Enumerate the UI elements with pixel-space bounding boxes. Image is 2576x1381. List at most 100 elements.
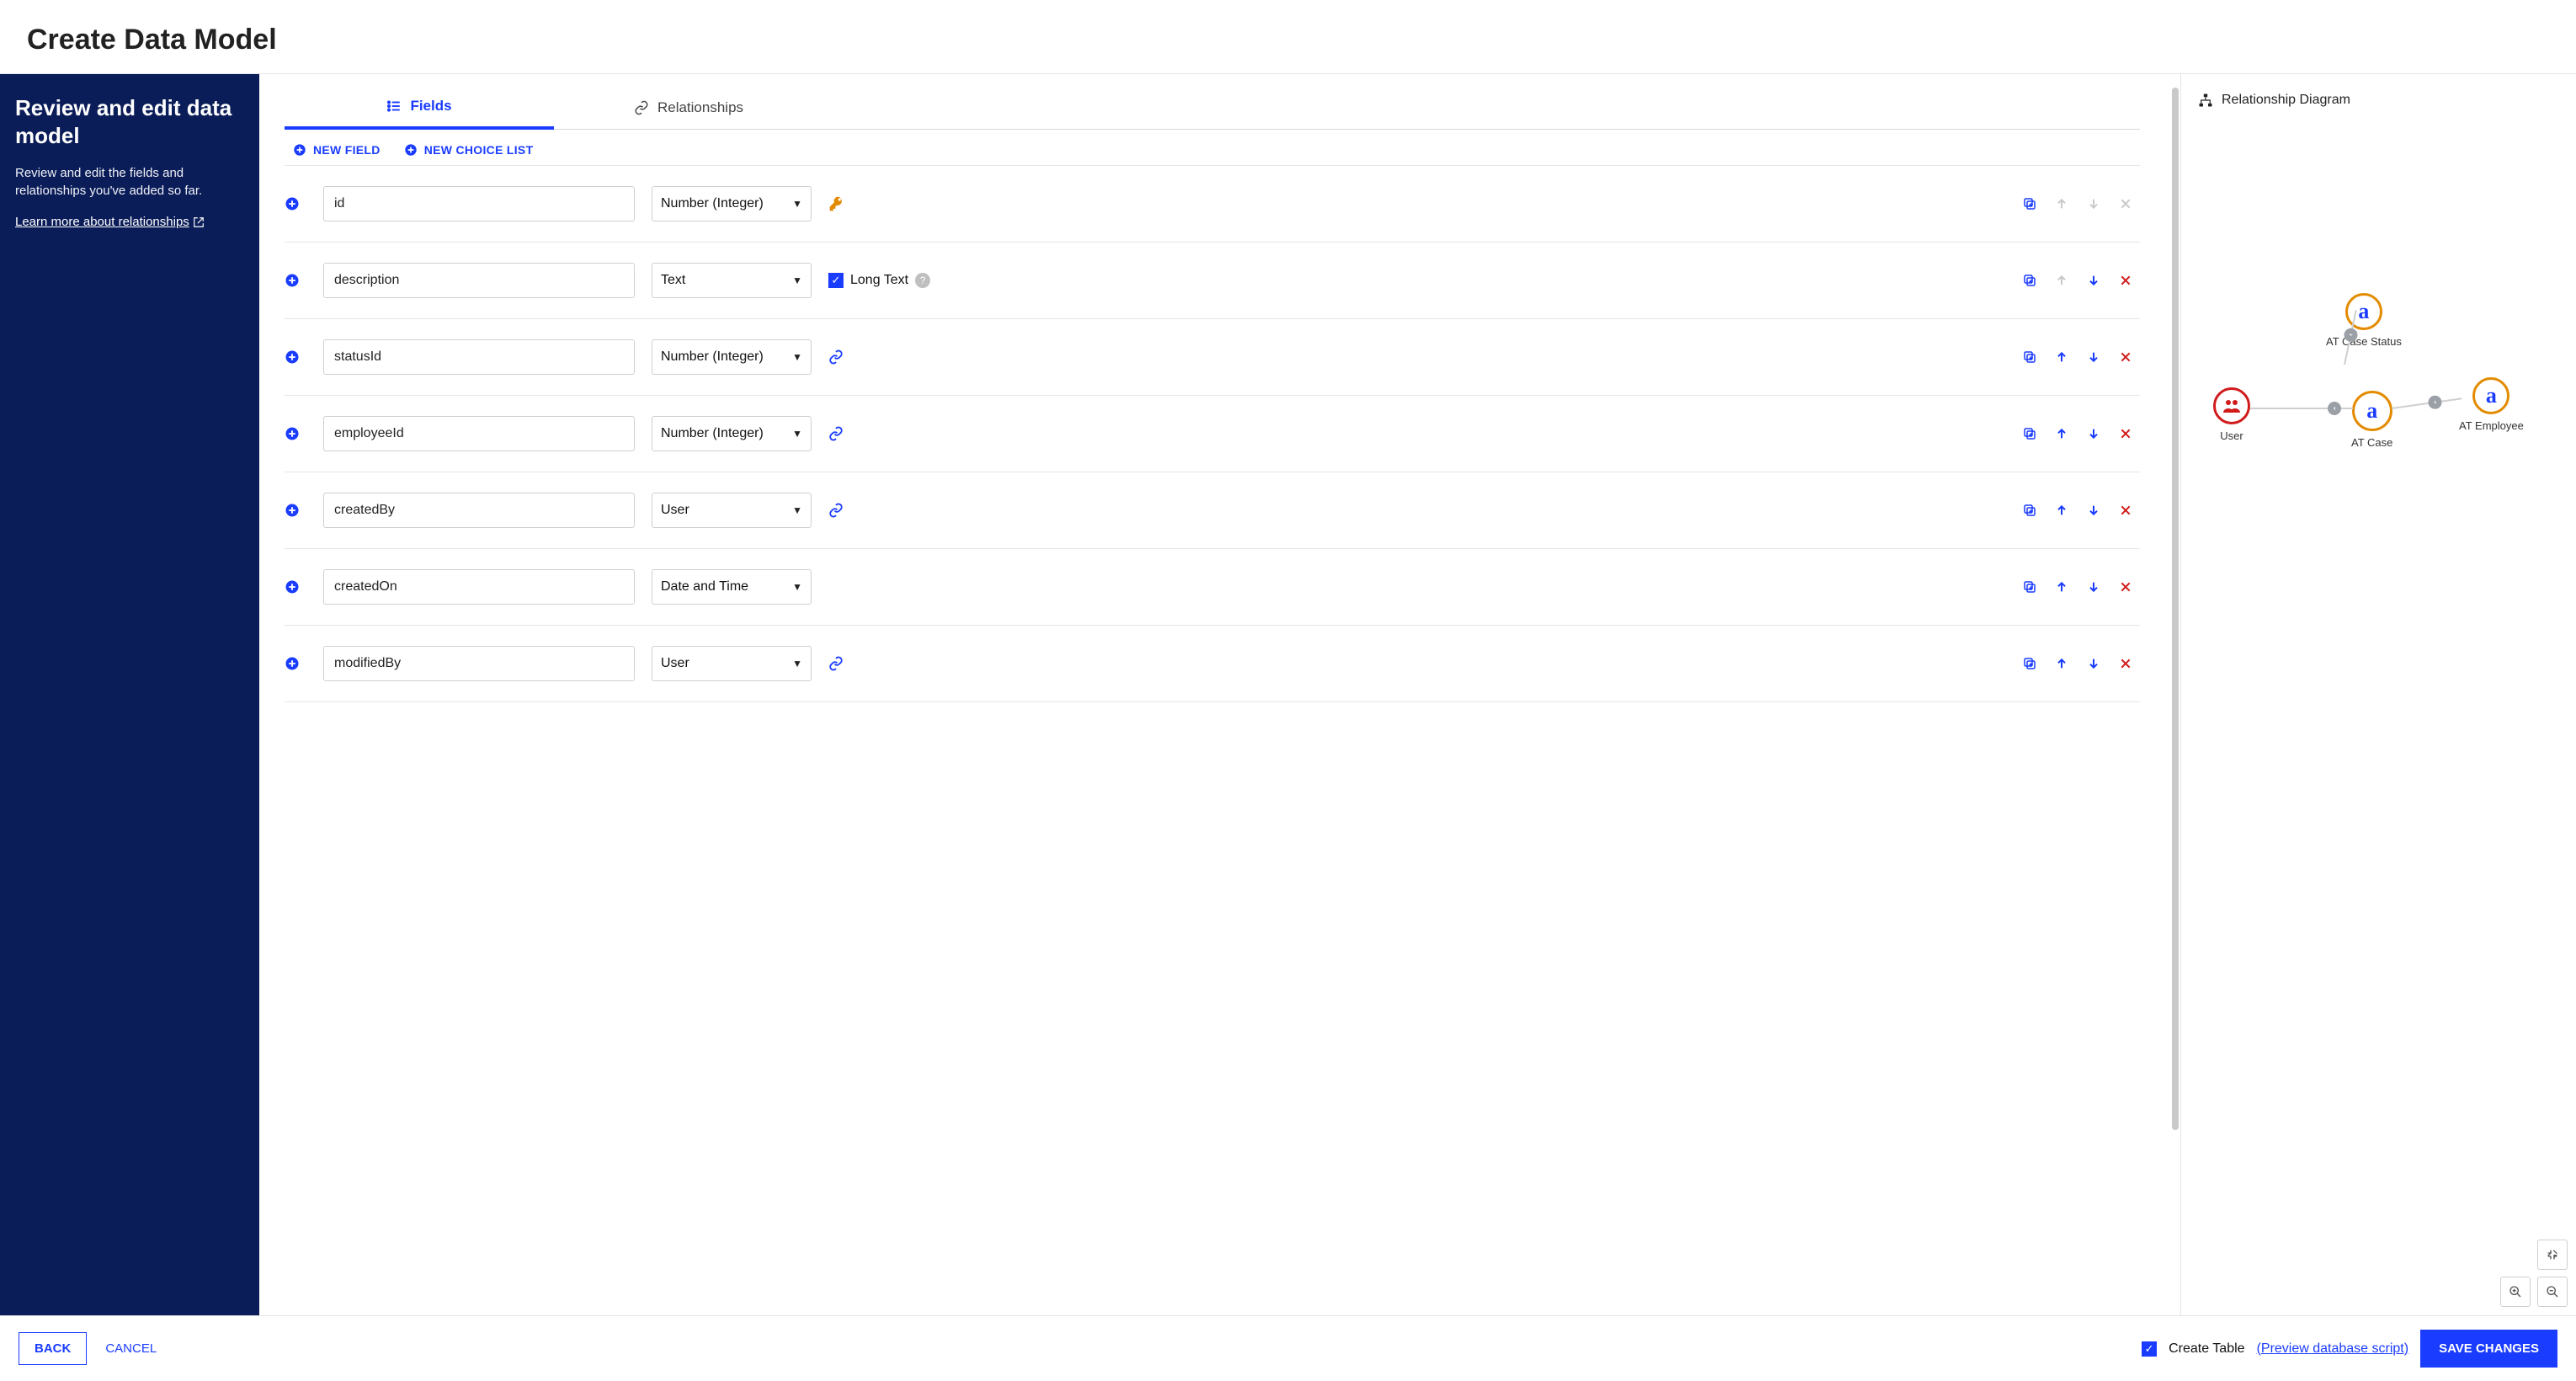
diagram-node-employee[interactable]: aAT Employee xyxy=(2459,377,2524,432)
field-type-value: User xyxy=(661,503,689,518)
relation-link-icon[interactable] xyxy=(828,426,844,441)
diagram-node-user[interactable]: User xyxy=(2213,387,2250,442)
page-title: Create Data Model xyxy=(27,24,2549,56)
move-up-button[interactable] xyxy=(2052,348,2071,366)
field-name-input[interactable] xyxy=(323,569,635,605)
field-name-input[interactable] xyxy=(323,263,635,298)
node-circle: a xyxy=(2472,377,2509,414)
relation-link-icon[interactable] xyxy=(828,503,844,518)
caret-down-icon: ▼ xyxy=(792,198,802,210)
diagram-node-status[interactable]: aAT Case Status xyxy=(2326,293,2402,348)
move-down-button[interactable] xyxy=(2084,424,2103,443)
field-extra xyxy=(828,349,963,365)
diagram-edge xyxy=(2392,397,2462,409)
drag-handle[interactable] xyxy=(285,196,306,211)
external-link-icon xyxy=(193,216,205,228)
tab-fields-label: Fields xyxy=(410,98,451,115)
drag-handle[interactable] xyxy=(285,656,306,671)
move-up-button[interactable] xyxy=(2052,578,2071,596)
zoom-out-button[interactable] xyxy=(2537,1277,2568,1307)
drag-handle[interactable] xyxy=(285,426,306,441)
footer: BACK CANCEL ✓ Create Table (Preview data… xyxy=(0,1315,2576,1381)
field-type-select[interactable]: Date and Time▼ xyxy=(652,569,812,605)
field-name-input[interactable] xyxy=(323,646,635,681)
list-icon xyxy=(386,99,402,114)
back-button[interactable]: BACK xyxy=(19,1332,87,1365)
field-row: Date and Time▼ xyxy=(285,548,2140,625)
move-up-button[interactable] xyxy=(2052,501,2071,520)
move-up-button[interactable] xyxy=(2052,654,2071,673)
field-type-value: Number (Integer) xyxy=(661,196,764,211)
relation-link-icon[interactable] xyxy=(828,656,844,671)
tab-relationships[interactable]: Relationships xyxy=(554,86,823,129)
field-type-select[interactable]: Number (Integer)▼ xyxy=(652,339,812,375)
field-type-select[interactable]: User▼ xyxy=(652,493,812,528)
field-type-value: Text xyxy=(661,273,685,288)
field-name-input[interactable] xyxy=(323,416,635,451)
move-down-button[interactable] xyxy=(2084,271,2103,290)
drag-handle[interactable] xyxy=(285,273,306,288)
caret-down-icon: ▼ xyxy=(792,428,802,440)
preview-script-link[interactable]: (Preview database script) xyxy=(2257,1341,2409,1357)
learn-more-link[interactable]: Learn more about relationships xyxy=(15,215,205,229)
new-field-label: NEW FIELD xyxy=(313,143,381,157)
field-name-input[interactable] xyxy=(323,493,635,528)
duplicate-button[interactable] xyxy=(2020,348,2039,366)
field-name-input[interactable] xyxy=(323,186,635,221)
scrollbar-thumb[interactable] xyxy=(2172,88,2179,1130)
field-type-select[interactable]: Text▼ xyxy=(652,263,812,298)
move-down-button[interactable] xyxy=(2084,501,2103,520)
drag-handle[interactable] xyxy=(285,349,306,365)
delete-button[interactable] xyxy=(2116,654,2135,673)
move-down-button[interactable] xyxy=(2084,578,2103,596)
move-up-button[interactable] xyxy=(2052,424,2071,443)
move-down-button[interactable] xyxy=(2084,654,2103,673)
duplicate-button[interactable] xyxy=(2020,271,2039,290)
duplicate-button[interactable] xyxy=(2020,424,2039,443)
delete-button[interactable] xyxy=(2116,578,2135,596)
diagram-node-atcase[interactable]: aAT Case xyxy=(2351,391,2392,449)
delete-button[interactable] xyxy=(2116,271,2135,290)
plus-circle-icon xyxy=(293,143,306,157)
diagram-panel: Relationship Diagram UseraAT CaseaAT Cas… xyxy=(2180,74,2576,1315)
caret-down-icon: ▼ xyxy=(792,351,802,363)
cancel-button[interactable]: CANCEL xyxy=(105,1341,157,1356)
zoom-in-button[interactable] xyxy=(2500,1277,2531,1307)
delete-button[interactable] xyxy=(2116,424,2135,443)
drag-handle[interactable] xyxy=(285,503,306,518)
node-label: AT Case Status xyxy=(2326,335,2402,348)
field-extra xyxy=(828,195,963,212)
field-name-input[interactable] xyxy=(323,339,635,375)
node-label: User xyxy=(2213,429,2250,442)
new-choice-list-button[interactable]: NEW CHOICE LIST xyxy=(404,143,534,157)
delete-button[interactable] xyxy=(2116,501,2135,520)
duplicate-button[interactable] xyxy=(2020,195,2039,213)
fit-button[interactable] xyxy=(2537,1240,2568,1270)
node-circle: a xyxy=(2352,391,2392,431)
field-type-select[interactable]: User▼ xyxy=(652,646,812,681)
relation-link-icon[interactable] xyxy=(828,349,844,365)
field-type-value: Number (Integer) xyxy=(661,426,764,441)
scrollbar-track[interactable] xyxy=(2170,74,2180,1315)
zoom-in-icon xyxy=(2509,1285,2522,1298)
delete-button[interactable] xyxy=(2116,348,2135,366)
save-changes-button[interactable]: SAVE CHANGES xyxy=(2420,1330,2557,1368)
zoom-out-icon xyxy=(2546,1285,2559,1298)
long-text-checkbox[interactable]: ✓ xyxy=(828,273,844,288)
field-type-select[interactable]: Number (Integer) ▼ xyxy=(652,186,812,221)
diagram-canvas[interactable]: UseraAT CaseaAT Case StatusaAT Employee xyxy=(2198,175,2559,647)
field-extra: ✓Long Text? xyxy=(828,273,963,288)
move-down-button[interactable] xyxy=(2084,348,2103,366)
field-type-select[interactable]: Number (Integer) ▼ xyxy=(652,416,812,451)
tab-fields[interactable]: Fields xyxy=(285,86,554,130)
duplicate-button[interactable] xyxy=(2020,654,2039,673)
help-icon[interactable]: ? xyxy=(915,273,930,288)
new-field-button[interactable]: NEW FIELD xyxy=(293,143,381,157)
duplicate-button[interactable] xyxy=(2020,578,2039,596)
caret-down-icon: ▼ xyxy=(792,658,802,669)
drag-handle[interactable] xyxy=(285,579,306,595)
create-table-checkbox[interactable]: ✓ xyxy=(2142,1341,2157,1357)
duplicate-button[interactable] xyxy=(2020,501,2039,520)
field-actions xyxy=(2020,501,2140,520)
field-actions xyxy=(2020,654,2140,673)
